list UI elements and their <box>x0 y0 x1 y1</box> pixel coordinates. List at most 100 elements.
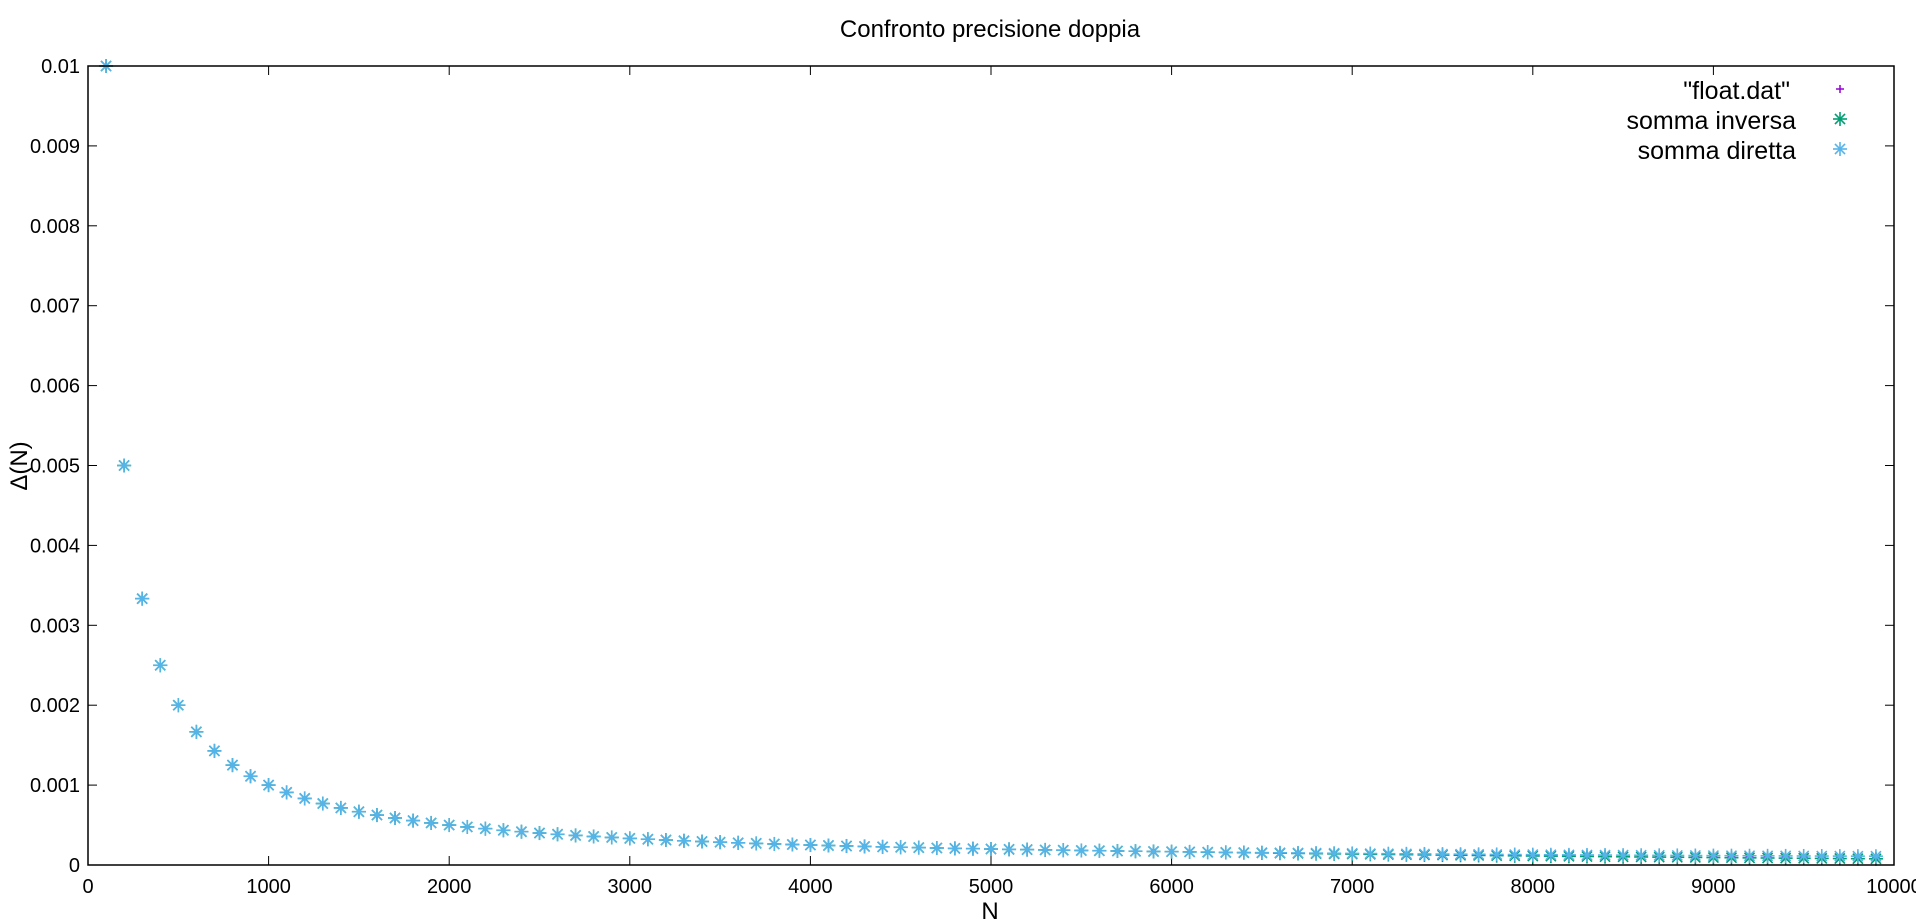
x-tick-label: 1000 <box>246 876 291 898</box>
somma-diretta-point <box>279 785 294 800</box>
somma-diretta-point <box>1634 848 1649 863</box>
somma-diretta-point <box>1507 847 1522 862</box>
plot-border <box>87 65 1895 866</box>
somma-diretta-point <box>1652 848 1667 863</box>
legend-entry-somma-inversa: somma inversa <box>1627 107 1847 135</box>
somma-diretta-point <box>839 838 854 853</box>
somma-diretta-point <box>965 841 980 856</box>
somma-diretta-point <box>117 458 132 473</box>
somma-diretta-point <box>1742 848 1757 863</box>
somma-diretta-point <box>785 837 800 852</box>
somma-diretta-point <box>911 840 926 855</box>
somma-diretta-point <box>875 839 890 854</box>
somma-diretta-point <box>496 823 511 838</box>
chart-title: Confronto precisione doppia <box>840 16 1141 43</box>
x-tick-label: 0 <box>82 876 93 898</box>
somma-diretta-point <box>1561 847 1576 862</box>
somma-diretta-point <box>532 826 547 841</box>
somma-diretta-point <box>1814 849 1829 864</box>
somma-diretta-point <box>1688 848 1703 863</box>
somma-diretta-point <box>153 658 168 673</box>
somma-diretta-point <box>568 828 583 843</box>
y-tick-label: 0.009 <box>30 136 80 158</box>
somma-diretta-point <box>1056 843 1071 858</box>
somma-diretta-point <box>1706 848 1721 863</box>
somma-diretta-point <box>821 838 836 853</box>
y-tick-label: 0.007 <box>30 296 80 318</box>
y-axis-title: Δ(N) <box>6 441 33 490</box>
somma-diretta-point <box>1182 844 1197 859</box>
somma-diretta-point <box>1002 842 1017 857</box>
somma-diretta-point <box>1435 847 1450 862</box>
legend-label-float: "float.dat" <box>1683 77 1790 105</box>
somma-diretta-point <box>1146 844 1161 859</box>
somma-diretta-point <box>1598 848 1613 863</box>
somma-diretta-point <box>1128 844 1143 859</box>
legend-symbol-somma-inversa <box>1833 112 1847 126</box>
somma-diretta-point <box>1363 846 1378 861</box>
somma-diretta-point <box>1345 846 1360 861</box>
somma-diretta-point <box>1670 848 1685 863</box>
y-tick-label: 0.004 <box>30 535 80 557</box>
somma-diretta-point <box>1453 847 1468 862</box>
somma-diretta-point <box>1832 849 1847 864</box>
somma-diretta-point <box>984 842 998 857</box>
somma-diretta-point <box>406 813 421 828</box>
legend-symbol-somma-diretta <box>1833 142 1847 156</box>
somma-diretta-point <box>1272 845 1287 860</box>
somma-diretta-point <box>1110 843 1125 858</box>
somma-diretta-point <box>460 819 475 834</box>
legend-entry-somma-diretta: somma diretta <box>1638 137 1847 165</box>
somma-diretta-point <box>243 769 258 784</box>
somma-diretta-point <box>442 818 457 833</box>
somma-diretta-point <box>1236 845 1251 860</box>
somma-diretta-point <box>1850 849 1865 864</box>
y-tick-label: 0.008 <box>30 216 80 238</box>
somma-diretta-point <box>767 836 782 851</box>
somma-diretta-point <box>1489 847 1504 862</box>
somma-diretta-point <box>1309 846 1324 861</box>
somma-diretta-point <box>514 824 529 839</box>
y-tick-label: 0.003 <box>30 615 80 637</box>
somma-diretta-point <box>676 833 691 848</box>
somma-diretta-point <box>1164 844 1179 859</box>
somma-diretta-point <box>1579 847 1594 862</box>
somma-diretta-point <box>369 808 384 823</box>
somma-diretta-point <box>1417 846 1432 861</box>
somma-diretta-point <box>478 821 493 836</box>
somma-diretta-point <box>388 811 403 825</box>
somma-diretta-point <box>893 840 908 855</box>
y-tick-label: 0.005 <box>30 456 80 478</box>
somma-diretta-point <box>1778 848 1793 863</box>
somma-diretta-point <box>1038 842 1053 857</box>
somma-diretta-point <box>1471 847 1486 862</box>
somma-diretta-point <box>315 796 330 811</box>
legend-label-somma-inversa: somma inversa <box>1627 107 1797 135</box>
somma-diretta-point <box>1254 845 1269 860</box>
somma-diretta-point <box>1381 846 1396 861</box>
x-tick-label: 5000 <box>969 876 1014 898</box>
legend-label-somma-diretta: somma diretta <box>1638 137 1796 165</box>
legend-symbol-float <box>1836 85 1844 93</box>
somma-diretta-point <box>731 835 746 850</box>
y-tick-label: 0 <box>69 855 80 877</box>
somma-diretta-point <box>261 778 276 793</box>
somma-diretta-point <box>1399 846 1414 861</box>
y-tick-label: 0.002 <box>30 695 80 717</box>
legend-marker-somma-diretta <box>1833 142 1847 156</box>
somma-diretta-point <box>1760 848 1775 863</box>
y-tick-label: 0.006 <box>30 376 80 398</box>
somma-diretta-point <box>947 841 962 856</box>
somma-diretta-point <box>424 815 439 830</box>
x-tick-label: 2000 <box>427 876 472 898</box>
somma-diretta-point <box>1543 847 1558 862</box>
x-axis-title: N <box>981 898 998 922</box>
somma-diretta-point <box>333 800 348 815</box>
x-tick-label: 4000 <box>788 876 833 898</box>
ticks-layer: 0 1000 2000 3000 4000 5000 6000 7000 8000 9000 100… <box>30 56 1916 898</box>
x-tick-label: 3000 <box>608 876 653 898</box>
somma-diretta-point <box>1616 848 1631 863</box>
